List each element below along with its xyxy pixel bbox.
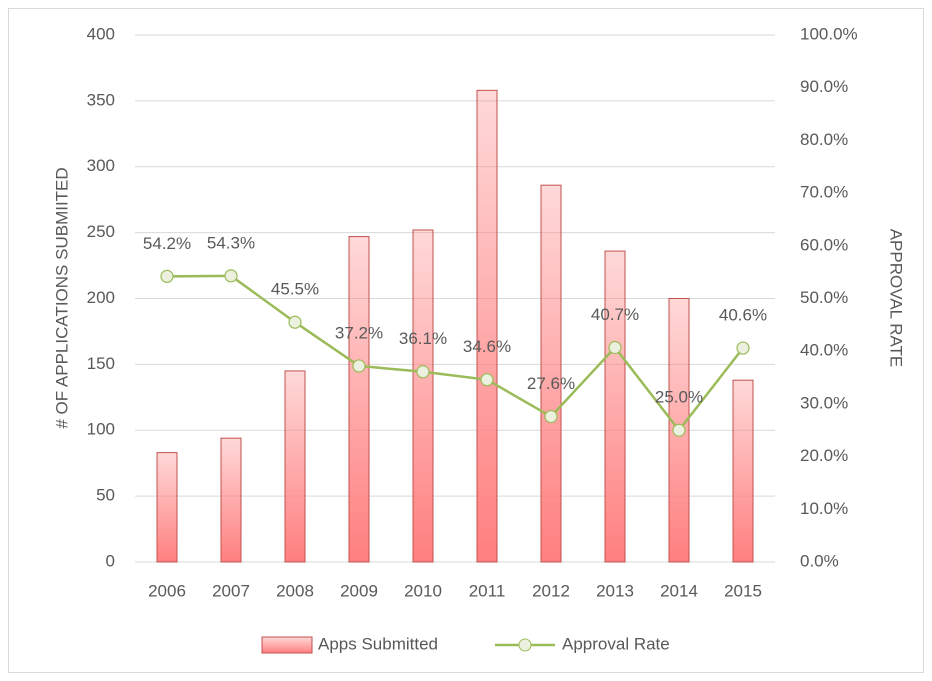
line-marker <box>288 315 302 329</box>
bar <box>732 379 754 563</box>
line <box>166 274 744 433</box>
x-tick-label: 2006 <box>148 581 186 600</box>
x-tick-label: 2009 <box>340 581 378 600</box>
legend-marker <box>518 638 532 652</box>
y-axis-title: # OF APPLICATIONS SUBMIITED <box>52 167 71 428</box>
line-marker <box>160 269 174 283</box>
legend-label: Approval Rate <box>562 634 670 653</box>
y-tick-label: 400 <box>87 24 115 43</box>
data-label: 36.1% <box>399 329 447 348</box>
legend-label: Apps Submitted <box>318 634 438 653</box>
y2-tick-label: 80.0% <box>800 130 848 149</box>
y2-tick-label: 50.0% <box>800 288 848 307</box>
data-label: 45.5% <box>271 280 319 299</box>
y2-tick-label: 10.0% <box>800 499 848 518</box>
data-label: 37.2% <box>335 323 383 342</box>
data-label: 40.6% <box>719 306 767 325</box>
line-marker <box>224 269 238 283</box>
line-marker <box>736 341 750 355</box>
legend-swatch <box>261 636 313 654</box>
data-label: 25.0% <box>655 388 703 407</box>
y2-tick-label: 20.0% <box>800 446 848 465</box>
bar <box>476 89 498 563</box>
y2-tick-label: 60.0% <box>800 235 848 254</box>
y-tick-label: 0 <box>106 551 115 570</box>
line-marker <box>480 373 494 387</box>
x-tick-label: 2015 <box>724 581 762 600</box>
y2-axis-title: APPROVAL RATE <box>887 229 906 368</box>
x-tick-label: 2012 <box>532 581 570 600</box>
x-tick-label: 2007 <box>212 581 250 600</box>
y-tick-label: 100 <box>87 420 115 439</box>
data-label: 54.3% <box>207 233 255 252</box>
y2-tick-label: 0.0% <box>800 551 839 570</box>
line-marker <box>352 359 366 373</box>
y-tick-label: 150 <box>87 354 115 373</box>
line-marker <box>608 340 622 355</box>
bar <box>284 370 306 563</box>
y-tick-label: 350 <box>87 90 115 109</box>
bar <box>156 452 178 563</box>
line-marker <box>416 365 430 379</box>
bar <box>412 229 434 563</box>
y2-tick-label: 30.0% <box>800 393 848 412</box>
y-tick-label: 300 <box>87 156 115 175</box>
data-label: 40.7% <box>591 305 639 324</box>
y2-tick-label: 70.0% <box>800 183 848 202</box>
y-tick-label: 250 <box>87 222 115 241</box>
y2-tick-label: 90.0% <box>800 77 848 96</box>
line-marker <box>672 423 686 437</box>
bar <box>348 236 370 563</box>
x-tick-label: 2010 <box>404 581 442 600</box>
y2-tick-label: 100.0% <box>800 24 858 43</box>
bar <box>604 250 626 563</box>
x-tick-label: 2014 <box>660 581 698 600</box>
data-label: 34.6% <box>463 337 511 356</box>
y2-tick-label: 40.0% <box>800 341 848 360</box>
line-marker <box>544 409 558 424</box>
data-label: 54.2% <box>143 234 191 253</box>
bar <box>220 437 242 563</box>
x-tick-label: 2013 <box>596 581 634 600</box>
x-tick-label: 2011 <box>469 581 506 600</box>
x-tick-label: 2008 <box>276 581 314 600</box>
bar <box>540 184 562 563</box>
y-tick-label: 200 <box>87 288 115 307</box>
y-tick-label: 50 <box>96 486 115 505</box>
data-label: 27.6% <box>527 374 575 393</box>
